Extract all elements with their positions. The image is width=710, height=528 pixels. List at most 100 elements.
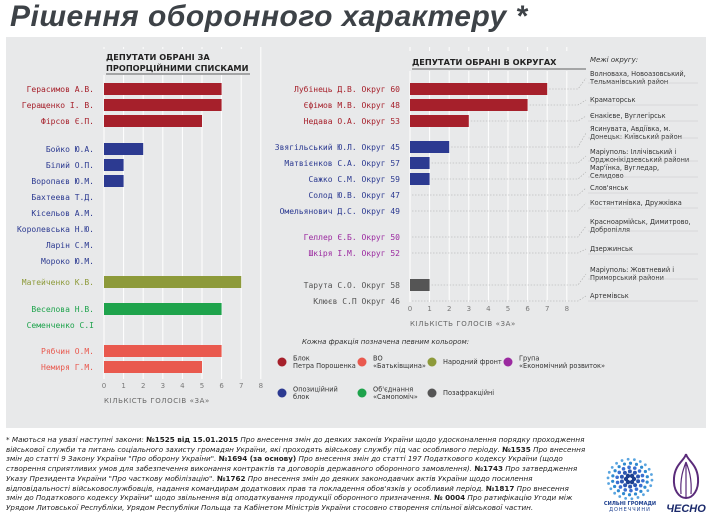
logo-dot <box>615 475 619 480</box>
right-bar <box>410 279 430 291</box>
law-description: Про внесення змін до деяких законодавчих… <box>6 473 533 493</box>
logo-dot <box>638 483 643 488</box>
left-tick-label: 8 <box>259 382 263 390</box>
logo-dot <box>613 484 617 489</box>
right-tick-label: 2 <box>447 305 451 313</box>
logo-dot <box>617 465 621 469</box>
district-text: Єнакієве, Вуглегірськ <box>590 112 666 120</box>
left-row-label: Бахтеева Т.Д. <box>31 193 94 202</box>
district-text: Мар'їнка, Вугледар, <box>590 164 659 172</box>
left-tick-label: 6 <box>219 382 224 390</box>
district-text: Орджонікідзевський райони <box>590 156 689 164</box>
logo-dot <box>634 487 639 491</box>
logo-dot <box>640 465 644 469</box>
logo-left-text-1: СИЛЬНІ ГРОМАДИ <box>604 501 656 507</box>
right-row-label: Клюєв С.П Округ 46 <box>313 297 400 306</box>
district-leader <box>412 295 587 302</box>
district-leader <box>412 187 587 196</box>
left-chart-title-line1: ДЕПУТАТИ ОБРАНІ ЗА <box>106 52 210 62</box>
district-leader <box>412 202 587 212</box>
law-number: №1743 <box>474 464 503 474</box>
district-text: Маріуполь: Жовтневий і <box>590 266 674 274</box>
logo-dot <box>639 489 643 493</box>
right-tick-label: 7 <box>545 305 549 313</box>
chart-svg: 0 1 2 3 4 5 6 7 8 КІЛЬКІСТЬ ГОЛОСІВ «ЗА» ДЕПУТАТИ … <box>17 47 698 405</box>
district-leader <box>412 225 587 238</box>
district-text: Красноармійськ, Димитрово, <box>590 218 691 226</box>
logo-dot <box>647 467 651 471</box>
left-row-label: Бойко Ю.А. <box>46 145 94 154</box>
right-tick-label: 1 <box>427 305 431 313</box>
district-leader <box>431 171 587 180</box>
legend-swatch <box>277 388 287 398</box>
logo-dot <box>618 495 622 498</box>
logo-dot <box>629 473 635 479</box>
legend-label: Об'єднання <box>373 386 413 394</box>
right-bar <box>410 173 430 185</box>
page-title: Рішення оборонного характеру * <box>10 0 528 33</box>
right-tick-label: 6 <box>525 305 530 313</box>
left-bar <box>104 276 242 288</box>
left-row-label: Рябчин О.М. <box>41 346 94 356</box>
district-text: Костянтинівка, Дружківка <box>590 199 682 207</box>
logo-dot <box>649 484 653 488</box>
logo-dot <box>624 497 628 500</box>
left-bar <box>104 361 202 373</box>
right-row-label: Звягільський Ю.Л. Округ 45 <box>275 143 400 152</box>
logo-dot <box>628 461 633 465</box>
logo-dot <box>618 485 623 489</box>
logo-dot <box>643 469 647 474</box>
district-leader <box>549 77 587 90</box>
logo-dot <box>623 488 628 492</box>
left-bar <box>104 143 144 155</box>
logo-dot <box>632 458 636 461</box>
logo-dot <box>626 457 630 461</box>
right-bar <box>410 115 469 127</box>
left-bar <box>104 115 202 127</box>
logo-dot <box>642 493 645 497</box>
law-number: №1694 (за основу) <box>218 454 297 464</box>
legend-label: Народний фронт <box>443 358 502 366</box>
district-text: Дзержинськ <box>590 245 633 253</box>
logo-dot <box>628 484 633 489</box>
legend: Кожна фракція позначена певним кольором:… <box>277 338 605 401</box>
left-chart-title-line2: ПРОПОРЦІЙНИМИ СПИСКАМИ <box>106 62 249 73</box>
logo-dot <box>627 493 632 497</box>
legend-label: Позафракційні <box>443 389 494 397</box>
right-row-label: Солод Ю.В. Округ 47 <box>308 191 400 200</box>
logo-dot <box>629 479 635 485</box>
legend-swatch <box>277 357 287 367</box>
left-row-label: Матейченко К.В. <box>22 278 94 287</box>
logo-dot <box>607 470 611 474</box>
logo-dot <box>623 476 629 482</box>
logo-dot <box>633 492 638 496</box>
left-title-bg <box>102 49 252 75</box>
legend-swatch <box>427 388 437 398</box>
right-tick-label: 4 <box>486 305 491 313</box>
logo-left-text-2: ДОНЕЧЧИНИ <box>609 507 651 513</box>
logo-dot <box>625 473 631 479</box>
district-header: Межі округу: <box>590 56 638 64</box>
legend-label: Група <box>519 355 539 363</box>
logo-dot <box>634 462 639 466</box>
right-row-label: Недава О.А. Округ 53 <box>304 117 401 126</box>
logo-dot <box>611 474 615 478</box>
logo-dot <box>627 465 631 470</box>
district-text: Маріуполь: Іллічівський і <box>590 148 676 156</box>
left-row-label: Фірсов Є.П. <box>41 117 94 126</box>
left-bar <box>104 345 222 357</box>
district-text: Ясинувата, Авдіївка, м. <box>590 125 671 133</box>
left-row-label: Воропаєв Ю.М. <box>31 177 94 186</box>
law-description: Про внесення змін до статті 197 Податков… <box>6 454 563 474</box>
left-row-label: Семенченко С.І <box>27 321 95 330</box>
right-tick-label: 8 <box>565 305 569 313</box>
logo-dot <box>631 476 637 482</box>
logo-dot <box>625 479 631 485</box>
logo-dot <box>613 469 617 473</box>
right-title-bg <box>408 51 586 71</box>
logo-dot <box>640 473 645 478</box>
right-chart-title: ДЕПУТАТИ ОБРАНІ В ОКРУГАХ <box>412 57 557 67</box>
right-xaxis-label: КІЛЬКІСТЬ ГОЛОСІВ «ЗА» <box>410 320 516 328</box>
footnote: * Маються на увазі наступні закони: №152… <box>6 435 586 513</box>
